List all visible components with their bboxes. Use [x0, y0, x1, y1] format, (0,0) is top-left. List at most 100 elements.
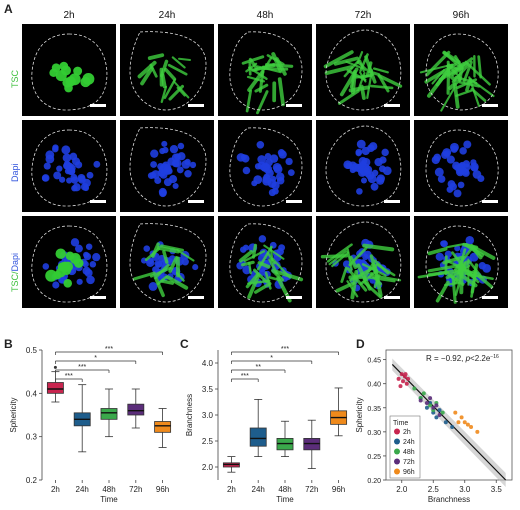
microscopy-image: [316, 120, 410, 212]
tsc-fiber: [337, 89, 360, 105]
microscopy-render: [229, 127, 303, 207]
scatter-point-96h: [453, 410, 458, 415]
nucleus: [345, 162, 352, 169]
nucleus: [362, 253, 369, 261]
nucleus: [45, 154, 55, 164]
tsc-fiber: [472, 245, 496, 260]
nucleus: [240, 246, 247, 253]
spheroid-outline: [31, 33, 108, 111]
scatter-point-96h: [456, 420, 461, 425]
microscopy-render: [129, 223, 207, 303]
box-2h: [46, 382, 64, 394]
tsc-fiber: [167, 63, 188, 76]
tsc-fiber: [264, 271, 272, 290]
significance-label: *: [94, 355, 97, 362]
microscopy-image: [218, 120, 312, 212]
y-tick-label: 0.3: [26, 433, 38, 442]
nucleus: [184, 170, 192, 178]
microscopy-render: [31, 225, 108, 303]
nucleus: [85, 243, 93, 250]
tsc-fiber: [377, 74, 403, 88]
scatter-point-48h: [421, 391, 426, 396]
tsc-fiber: [271, 268, 285, 282]
microscopy-render: [320, 221, 402, 303]
nucleus: [69, 152, 78, 161]
nucleus: [457, 181, 465, 189]
tsc-fiber: [360, 73, 374, 79]
x-tick-label: 48h: [102, 485, 115, 494]
box-96h: [154, 421, 172, 433]
tsc-cell: [65, 76, 76, 87]
spheroid-outline: [129, 223, 207, 303]
scale-bar: [286, 296, 302, 299]
scatter-point-48h: [440, 410, 445, 415]
outlier-point: [53, 365, 57, 369]
tsc-fiber: [247, 279, 271, 285]
tsc-fiber: [469, 244, 483, 260]
x-axis-title: Time: [100, 495, 118, 504]
tsc-cell: [82, 73, 95, 85]
scale-bar: [90, 200, 106, 203]
nucleus: [356, 188, 363, 195]
box-72h: [127, 403, 145, 416]
x-tick-label: 96h: [156, 485, 169, 494]
nucleus: [356, 139, 366, 149]
spheroid-outline: [325, 125, 402, 207]
nucleus: [446, 186, 454, 193]
tsc-fiber: [331, 251, 350, 268]
nucleus: [75, 244, 83, 253]
y-tick-label: 0.30: [367, 430, 381, 437]
nucleus: [363, 165, 373, 175]
spheroid-outline: [425, 33, 499, 111]
nucleus: [77, 173, 86, 182]
tsc-fiber: [378, 74, 390, 93]
nucleus: [381, 148, 389, 157]
nucleus: [82, 266, 91, 275]
legend-swatch-2h: [394, 428, 400, 435]
microscopy-render: [31, 129, 108, 207]
tsc-fiber: [477, 55, 483, 79]
spheroid-outline: [229, 127, 303, 207]
microscopy-render: [425, 129, 499, 207]
nucleus: [41, 175, 49, 182]
nucleus: [465, 236, 475, 245]
tsc-fiber: [362, 280, 383, 299]
panel-d-letter: D: [356, 337, 365, 351]
nucleus: [367, 174, 377, 184]
scale-bar: [90, 296, 106, 299]
tsc-fiber: [348, 255, 358, 269]
nucleus: [86, 275, 95, 285]
spheroid-outline: [31, 129, 108, 207]
tsc-fiber: [160, 85, 168, 104]
row-label-tsc: TSC: [10, 70, 20, 88]
nucleus: [82, 260, 89, 268]
x-tick-label: 2h: [227, 485, 236, 494]
microscopy-image: [120, 120, 214, 212]
microscopy-image: [316, 24, 410, 116]
tsc-fiber: [263, 244, 285, 260]
legend-label-48h: 48h: [403, 449, 415, 456]
microscopy-render: [419, 33, 499, 112]
spheroid-outline: [425, 129, 499, 207]
nucleus: [256, 140, 265, 149]
nucleus: [360, 177, 367, 184]
tsc-fiber: [140, 66, 154, 86]
scatter-point-2h: [404, 381, 409, 386]
scale-bar: [384, 104, 400, 107]
scatter-point-72h: [418, 398, 423, 403]
spheroid-outline: [31, 225, 108, 303]
tsc-fiber: [162, 250, 169, 264]
tsc-fiber: [346, 248, 353, 271]
x-tick-label: 2.0: [396, 485, 408, 494]
nucleus: [89, 260, 97, 268]
scatter-point-96h: [475, 429, 480, 434]
tsc-fiber: [240, 260, 255, 267]
microscopy-image: [316, 216, 410, 308]
tsc-fiber: [345, 60, 363, 70]
significance-label: ***: [281, 346, 289, 353]
legend-label-96h: 96h: [403, 469, 415, 476]
nucleus: [176, 166, 184, 174]
nucleus: [262, 162, 269, 169]
nucleus: [62, 153, 72, 163]
x-axis-title: Time: [276, 495, 294, 504]
